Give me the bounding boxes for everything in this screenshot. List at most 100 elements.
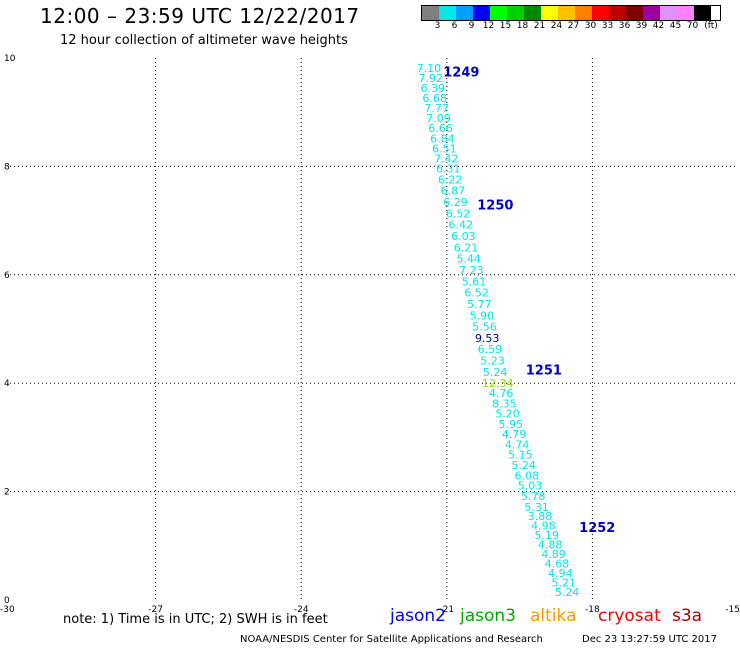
wave-height-value: 5.78 [521,490,546,503]
wave-height-value: 4.79 [502,428,527,441]
legend-label: 12 [482,21,495,31]
wave-height-value: 6.29 [443,196,468,209]
wave-height-value: 12.34 [482,377,514,390]
wave-height-value: 9.53 [475,332,500,345]
wave-height-value: 5.24 [483,366,508,379]
x-tick-label: -21 [439,605,454,615]
legend-label: 39 [635,21,648,31]
satellite-name-altika: altika [530,606,577,626]
chart-title: 12:00 – 23:59 UTC 12/22/2017 [40,4,360,28]
wave-height-value: 5.61 [462,275,487,288]
legend-labels: 3 6 9 12 15 18 21 24 27 30 33 36 39 42 45 70 (ft) [421,21,721,31]
wave-height-value: 3.88 [528,510,553,523]
wave-height-value: 5.95 [499,418,524,431]
legend-swatch [524,6,541,20]
x-tick-label: -30 [0,605,15,615]
wave-height-value: 6.51 [432,142,457,155]
legend-swatch [660,6,677,20]
x-tick-label: -18 [585,605,600,615]
wave-height-value: 4.74 [505,438,530,451]
wave-height-value: 7.92 [419,72,444,85]
legend-label: 21 [533,21,546,31]
legend-label: 70 [686,21,699,31]
legend-label: 9 [468,21,475,31]
x-tick-label: -24 [294,605,309,615]
satellite-name-jason3: jason3 [460,606,516,626]
legend-swatch [507,6,524,20]
satellite-name-jason2: jason2 [390,606,446,626]
x-tick-label: -27 [148,605,163,615]
wave-height-value: 4.98 [531,520,556,533]
footer-note: note: 1) Time is in UTC; 2) SWH is in fe… [63,612,328,627]
orbit-number-label: 1251 [526,364,562,379]
wave-height-value: 7.09 [426,112,451,125]
y-tick-label: 4 [4,379,10,389]
legend-label: 30 [584,21,597,31]
wave-height-value: 6.42 [449,219,474,232]
wave-height-value: 6.21 [454,241,479,254]
legend-swatch [473,6,490,20]
wave-height-value: 4.76 [489,387,514,400]
legend-color-bar [421,5,721,21]
legend-label: 3 [434,21,441,31]
wave-height-value: 5.44 [456,253,481,266]
legend-label: 42 [652,21,665,31]
orbit-number-label: 1252 [579,521,615,536]
wave-height-value: 7.77 [424,102,449,115]
wave-height-value: 5.19 [535,529,560,542]
wave-height-value: 4.68 [545,558,570,571]
wave-height-value: 4.89 [541,548,566,561]
wave-height-value: 5.21 [552,576,577,589]
wave-height-value: 4.94 [548,567,573,580]
satellite-name-s3a: s3a [672,606,703,626]
wave-height-value: 5.31 [524,501,549,514]
legend-label: 6 [451,21,458,31]
legend-swatch [643,6,660,20]
orbit-number-label: 1249 [443,66,479,81]
wave-height-value: 8.35 [492,397,517,410]
wave-height-value: 5.20 [495,408,520,421]
legend-label: 27 [567,21,580,31]
color-legend: 3 6 9 12 15 18 21 24 27 30 33 36 39 42 45 70 (ft) [421,5,721,31]
wave-height-value: 5.15 [508,449,533,462]
legend-label: 24 [550,21,563,31]
legend-label: 18 [516,21,529,31]
legend-swatch [456,6,473,20]
wave-height-value: 5.24 [555,586,580,599]
wave-height-value: 6.39 [420,82,445,95]
satellite-name-cryosat: cryosat [598,606,661,626]
wave-height-value: 6.03 [451,230,476,243]
legend-swatch [422,6,439,20]
legend-label: 45 [669,21,682,31]
wave-height-value: 7.23 [459,264,484,277]
chart-subtitle: 12 hour collection of altimeter wave hei… [60,33,348,48]
wave-height-value: 6.66 [428,122,453,135]
wave-height-value: 6.52 [446,207,471,220]
wave-height-value: 6.68 [422,92,447,105]
wave-height-value: 5.90 [470,309,495,322]
legend-swatch [626,6,643,20]
legend-unit: (ft) [704,21,718,31]
wave-height-value: 6.22 [438,173,463,186]
wave-height-value: 7.42 [434,152,459,165]
y-tick-label: 0 [4,596,10,606]
credit-text: NOAA/NESDIS Center for Satellite Applica… [240,634,543,645]
legend-swatch [609,6,626,20]
legend-swatch [439,6,456,20]
legend-swatch [575,6,592,20]
wave-height-value: 4.88 [538,539,563,552]
wave-height-value: 7.10 [417,62,442,75]
wave-height-value: 6.59 [478,343,503,356]
wave-height-value: 5.03 [518,480,543,493]
wave-height-value: 6.08 [515,469,540,482]
y-tick-label: 6 [4,271,10,281]
wave-height-value: 6.84 [430,132,455,145]
wave-height-value: 6.52 [464,287,489,300]
legend-swatch [541,6,558,20]
x-tick-label: -15 [725,605,740,615]
wave-height-value: 5.24 [511,459,536,472]
legend-swatch [694,6,711,20]
y-tick-label: 10 [4,54,16,64]
legend-swatch [558,6,575,20]
